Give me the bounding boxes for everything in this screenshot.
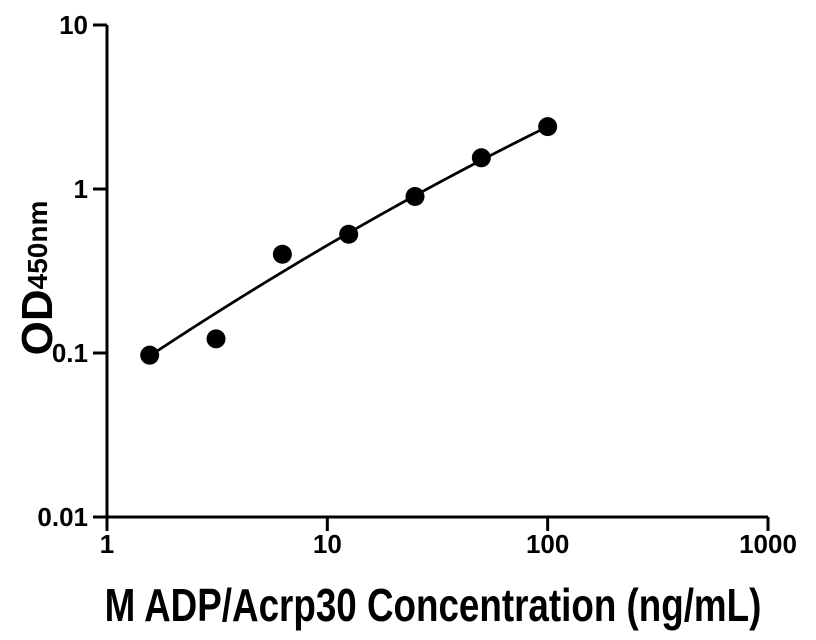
x-tick-label: 100 <box>526 529 569 559</box>
data-point <box>538 117 558 137</box>
data-point <box>272 244 292 264</box>
y-tick-label: 1 <box>74 174 88 204</box>
x-tick-label: 10 <box>313 529 342 559</box>
data-point <box>471 148 491 168</box>
x-tick-label: 1000 <box>739 529 797 559</box>
x-tick-label: 1 <box>100 529 114 559</box>
axes-layer: 1 10 100 1000 0.01 0.1 1 10 <box>37 10 797 559</box>
data-point <box>140 345 160 365</box>
y-tick-label: 0.01 <box>37 502 88 532</box>
x-axis-title: M ADP/Acrp30 Concentration (ng/mL) <box>105 579 762 631</box>
data-points-layer <box>140 117 558 365</box>
data-point <box>405 187 425 206</box>
data-point <box>339 224 359 244</box>
y-tick-label: 0.1 <box>52 338 88 368</box>
y-axis-title-main: OD <box>13 289 62 355</box>
data-point <box>206 329 226 349</box>
y-tick-label: 10 <box>59 10 88 40</box>
y-axis-title: OD450nm <box>13 201 62 356</box>
y-axis-title-sub: 450nm <box>22 201 53 290</box>
